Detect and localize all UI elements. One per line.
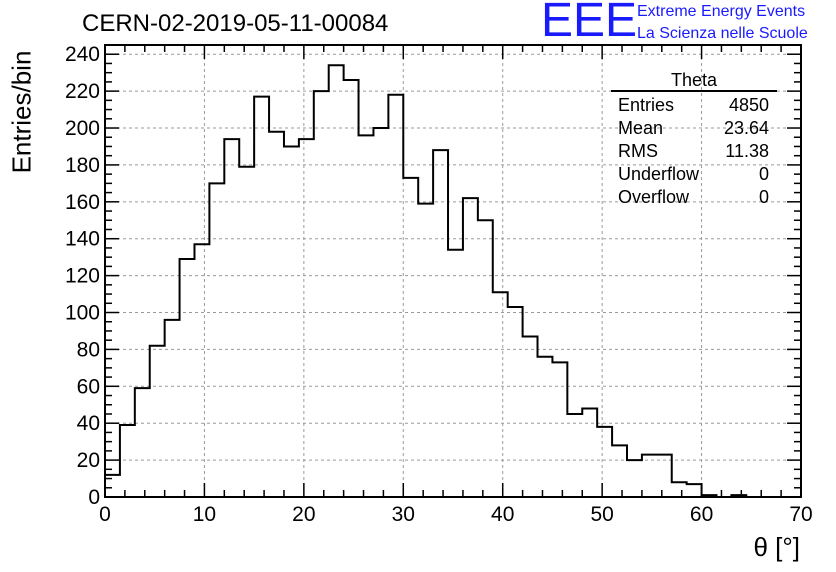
- x-tick-label: 60: [690, 503, 713, 526]
- stats-title: Theta: [670, 70, 718, 90]
- y-tick-label: 60: [77, 375, 100, 398]
- y-tick-label: 120: [65, 265, 100, 288]
- plot-frame: [104, 44, 802, 498]
- histogram-step-line: [105, 64, 801, 498]
- stats-row-underflow: Underflow 0: [611, 163, 777, 186]
- stats-divider: [611, 90, 777, 92]
- logo-line-2: La Scienza nelle Scuole: [637, 25, 808, 42]
- stats-value: 0: [758, 187, 769, 207]
- grid-lines: [105, 45, 801, 497]
- y-tick-label: 240: [65, 43, 100, 66]
- stats-label: Underflow: [618, 164, 700, 184]
- y-tick-label: 160: [65, 191, 100, 214]
- eee-logo: EEE: [541, 0, 638, 47]
- chart-title: CERN-02-2019-05-11-00084: [82, 10, 389, 37]
- x-axis-label: θ [°]: [753, 532, 800, 562]
- y-tick-label: 40: [77, 412, 100, 435]
- y-tick-label: 100: [65, 302, 100, 325]
- x-tick-label: 50: [590, 503, 613, 526]
- y-tick-label: 80: [77, 338, 100, 361]
- x-tick-label: 10: [193, 503, 216, 526]
- y-tick-label: 0: [88, 486, 100, 509]
- stats-label: Overflow: [618, 187, 690, 207]
- stats-label: RMS: [618, 141, 658, 161]
- y-tick-label: 20: [77, 449, 100, 472]
- stats-row-rms: RMS 11.38: [611, 140, 777, 163]
- stats-label: Entries: [618, 95, 675, 115]
- stats-row-overflow: Overflow 0: [611, 186, 777, 209]
- stats-value: 11.38: [725, 141, 769, 161]
- stats-value: 23.64: [723, 118, 769, 138]
- tick-labels: 0 10 20 30 40 50 60 70 0 20 40 60 80 100 120 140 160 180 2…: [65, 43, 813, 526]
- logo-line-1: Extreme Energy Events: [637, 3, 806, 20]
- y-tick-label: 220: [65, 80, 100, 103]
- x-tick-label: 20: [292, 503, 315, 526]
- y-tick-label: 200: [65, 117, 100, 140]
- x-tick-label: 70: [789, 503, 812, 526]
- stats-value: 4850: [728, 95, 769, 115]
- y-tick-label: 140: [65, 228, 100, 251]
- stats-row-entries: Entries 4850: [611, 94, 777, 117]
- y-axis-label: Entries/bin: [6, 50, 37, 174]
- y-tick-label: 180: [65, 154, 100, 177]
- x-tick-label: 40: [491, 503, 514, 526]
- x-tick-label: 30: [392, 503, 415, 526]
- stats-value: 0: [758, 164, 769, 184]
- stats-label: Mean: [618, 118, 664, 138]
- stats-box: Theta Entries 4850 Mean 23.64 RMS 11.38 …: [611, 70, 777, 209]
- x-tick-label: 0: [99, 503, 111, 526]
- stats-row-mean: Mean 23.64: [611, 117, 777, 140]
